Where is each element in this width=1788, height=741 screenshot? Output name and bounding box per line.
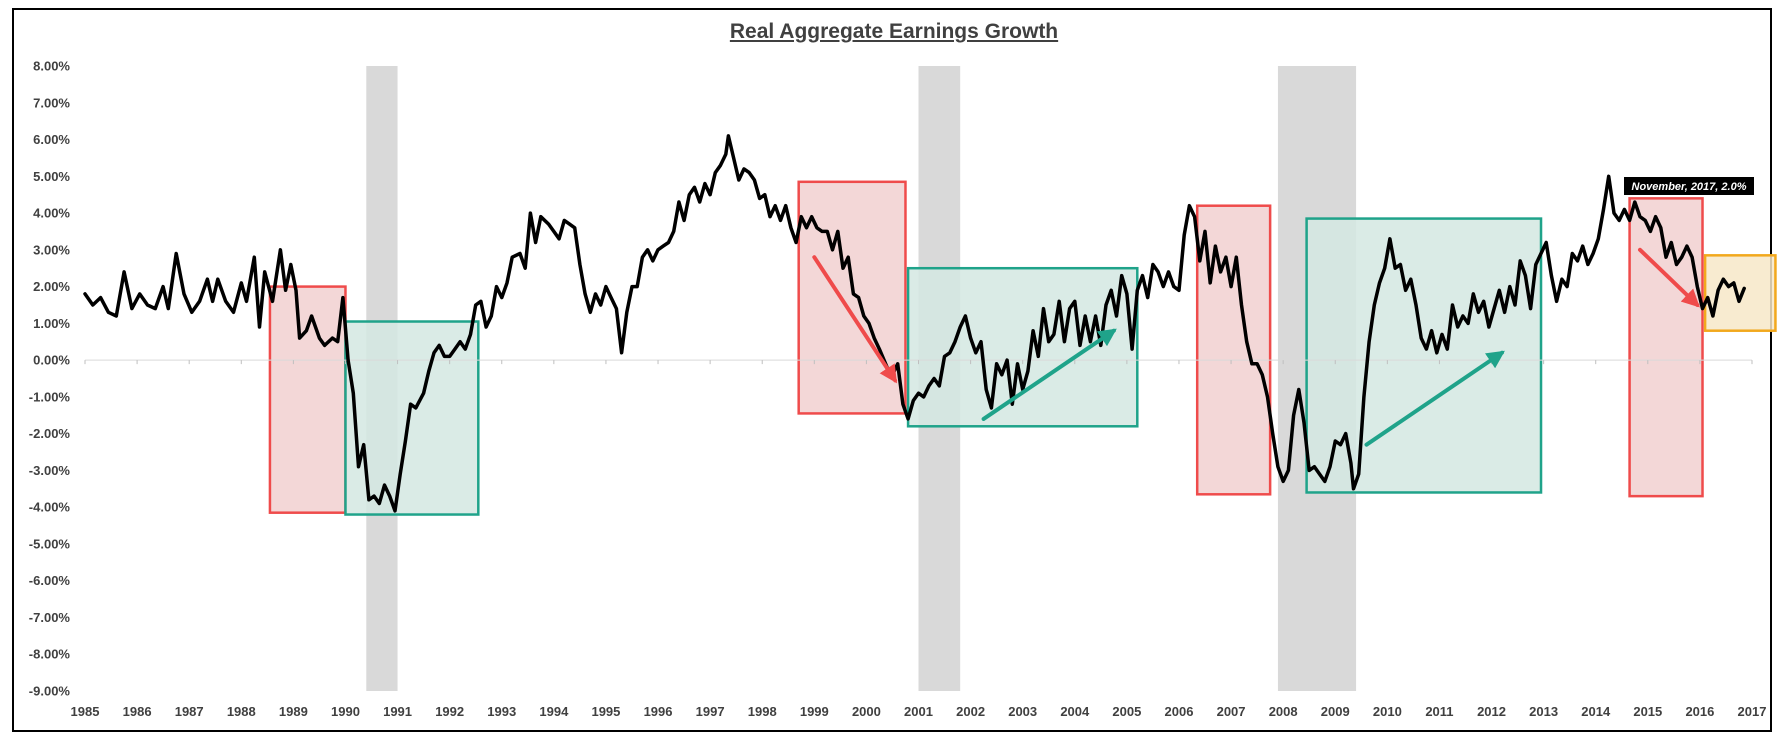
x-tick-label: 2001	[904, 704, 933, 719]
y-tick-label: 1.00%	[33, 316, 70, 331]
x-tick-label: 2003	[1008, 704, 1037, 719]
x-tick-label: 1987	[175, 704, 204, 719]
x-tick-label: 1991	[383, 704, 412, 719]
axes: 8.00% 7.00% 6.00% 5.00% 4.00% 3.00% 2.00% 1.00%…	[29, 59, 1767, 720]
y-tick-label: -4.00%	[29, 500, 71, 515]
x-tick-label: 2012	[1477, 704, 1506, 719]
x-tick-label: 2007	[1217, 704, 1246, 719]
decline-region	[797, 180, 907, 415]
x-tick-label: 2005	[1112, 704, 1141, 719]
y-tick-label: 6.00%	[33, 132, 70, 147]
series-line	[83, 134, 1746, 513]
recovery-region	[344, 320, 480, 516]
x-tick-label: 1995	[591, 704, 620, 719]
x-tick-label: 1997	[696, 704, 725, 719]
x-tick-label: 2009	[1321, 704, 1350, 719]
x-tick-label: 1985	[71, 704, 100, 719]
y-tick-label: 3.00%	[33, 242, 70, 257]
x-tick-label: 1996	[644, 704, 673, 719]
earnings-growth-line	[83, 134, 1746, 513]
x-tick-label: 1986	[123, 704, 152, 719]
y-tick-label: -8.00%	[29, 647, 71, 662]
x-tick-label: 2013	[1529, 704, 1558, 719]
x-tick-label: 2008	[1269, 704, 1298, 719]
x-tick-label: 1990	[331, 704, 360, 719]
x-tick-label: 1994	[539, 704, 569, 719]
decline-arrow	[1637, 247, 1700, 308]
x-tick-label: 2000	[852, 704, 881, 719]
y-tick-label: -3.00%	[29, 463, 71, 478]
y-tick-label: -6.00%	[29, 573, 71, 588]
x-tick-label: 1992	[435, 704, 464, 719]
recovery-arrow	[1364, 350, 1505, 447]
x-tick-label: 2011	[1425, 704, 1453, 719]
y-tick-label: -7.00%	[29, 610, 71, 625]
x-tick-label: 2010	[1373, 704, 1402, 719]
x-tick-label: 2004	[1060, 704, 1090, 719]
y-tick-label: 0.00%	[33, 353, 70, 368]
recovery-region	[1305, 217, 1543, 494]
y-tick-label: 2.00%	[33, 279, 70, 294]
trend-arrows	[812, 247, 1700, 447]
decline-region	[1195, 204, 1272, 496]
y-tick-label: -1.00%	[29, 389, 71, 404]
recovery-arrow	[981, 328, 1117, 421]
x-tick-label: 2002	[956, 704, 985, 719]
x-tick-label: 2016	[1685, 704, 1714, 719]
highlight-regions	[268, 180, 1777, 516]
decline-region	[1628, 197, 1704, 498]
x-tick-label: 2015	[1633, 704, 1662, 719]
x-tick-label: 2014	[1581, 704, 1611, 719]
latest-value-callout: November, 2017, 2.0%	[1624, 177, 1754, 195]
x-tick-label: 2017	[1738, 704, 1767, 719]
chart-title: Real Aggregate Earnings Growth	[729, 20, 1059, 43]
y-tick-label: -5.00%	[29, 536, 71, 551]
x-tick-label: 1989	[279, 704, 308, 719]
y-tick-label: 5.00%	[33, 169, 70, 184]
current-region	[1703, 254, 1777, 332]
x-tick-label: 1998	[748, 704, 777, 719]
recovery-region	[906, 266, 1139, 428]
callout-text: November, 2017, 2.0%	[1632, 181, 1747, 193]
y-tick-label: 8.00%	[33, 59, 70, 74]
y-tick-label: -9.00%	[29, 684, 71, 699]
x-tick-label: 1988	[227, 704, 256, 719]
callout-box	[1624, 177, 1754, 195]
x-tick-label: 2006	[1165, 704, 1194, 719]
y-tick-label: -2.00%	[29, 426, 71, 441]
y-tick-label: 4.00%	[33, 206, 70, 221]
x-tick-label: 1999	[800, 704, 829, 719]
y-tick-label: 7.00%	[33, 95, 70, 110]
x-tick-label: 1993	[487, 704, 516, 719]
decline-arrow	[812, 255, 898, 384]
decline-region	[268, 285, 347, 514]
